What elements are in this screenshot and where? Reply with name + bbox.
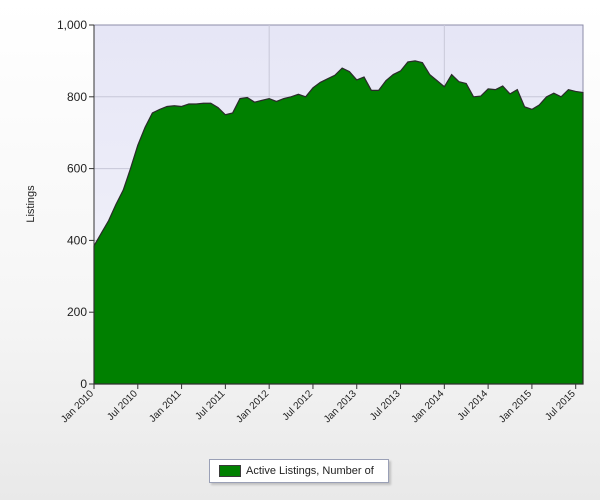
y-axis-title: Listings — [25, 185, 37, 223]
legend: Active Listings, Number of — [209, 459, 389, 483]
y-tick-label: 800 — [67, 90, 87, 104]
x-tick-label: Jul 2011 — [193, 388, 227, 422]
x-tick-label: Jan 2011 — [147, 388, 184, 425]
x-tick-label: Jan 2013 — [322, 388, 359, 425]
x-tick-label: Jan 2014 — [410, 388, 447, 425]
y-tick-label: 1,000 — [57, 18, 87, 32]
x-tick-label: Jul 2012 — [281, 388, 316, 423]
series-area — [93, 60, 584, 385]
x-tick-label: Jul 2013 — [368, 388, 403, 423]
x-tick-label: Jan 2010 — [59, 388, 96, 425]
y-tick-label: 200 — [67, 305, 87, 319]
x-tick-label: Jul 2015 — [543, 388, 578, 423]
x-tick-label: Jan 2015 — [497, 388, 534, 425]
y-tick-label: 600 — [67, 162, 87, 176]
y-tick-label: 400 — [67, 233, 87, 247]
x-tick-label: Jul 2014 — [456, 388, 491, 423]
x-tick-label: Jan 2012 — [234, 388, 271, 425]
y-tick-label: 0 — [80, 377, 87, 391]
legend-swatch — [219, 465, 241, 477]
y-axis-ticks: 0 200 400 600 800 1,000 — [57, 18, 94, 391]
legend-label: Active Listings, Number of — [246, 465, 374, 477]
x-tick-label: Jul 2010 — [105, 388, 140, 423]
x-axis-ticks: Jan 2010 Jul 2010 Jan 2011 Jul 2011 Jan 2012… — [59, 384, 578, 425]
